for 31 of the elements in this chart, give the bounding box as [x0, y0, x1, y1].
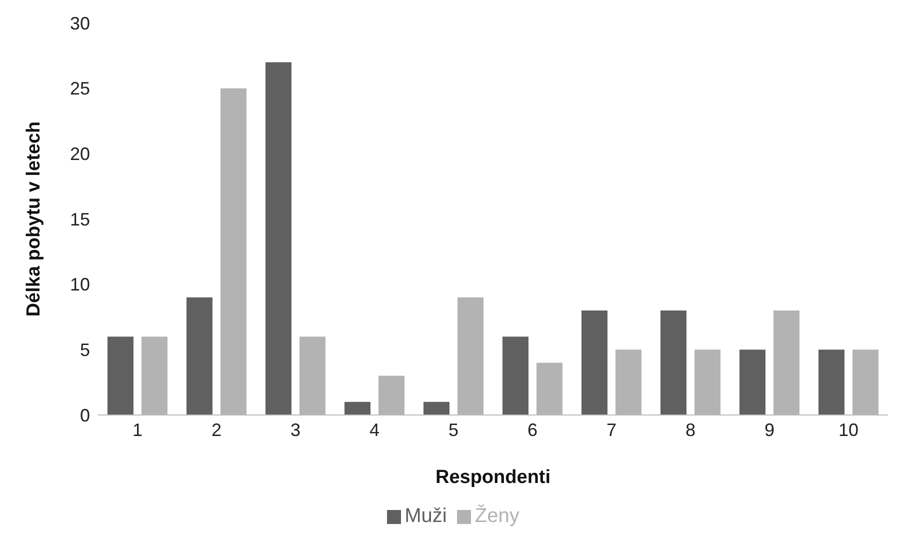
y-tick-label: 10	[70, 274, 90, 295]
bar	[660, 310, 686, 415]
y-axis-title: Délka pobytu v letech	[24, 121, 45, 317]
x-tick-label: 6	[527, 420, 538, 440]
legend-label: Muži	[404, 505, 447, 527]
y-tick-label: 0	[80, 405, 90, 426]
x-tick-label: 5	[448, 420, 459, 440]
x-tick-label: 3	[290, 420, 301, 440]
x-tick-label: 10	[838, 420, 859, 440]
bar	[581, 310, 608, 415]
x-tick-label: 9	[764, 420, 775, 440]
bar	[344, 402, 370, 415]
bar	[107, 336, 134, 415]
x-tick-label: 4	[369, 420, 380, 440]
bar	[502, 336, 528, 415]
y-tick-label: 15	[70, 209, 90, 230]
bar	[423, 402, 450, 415]
x-axis-title: Respondenti	[435, 467, 551, 488]
bar	[818, 350, 844, 415]
x-tick-label: 1	[132, 420, 143, 440]
x-tick-label: 2	[211, 420, 222, 440]
y-tick-label: 5	[80, 340, 90, 360]
bar	[739, 350, 766, 415]
x-tick-label: 7	[606, 420, 617, 440]
bar	[186, 297, 212, 415]
y-tick-label: 30	[70, 13, 90, 34]
x-tick-label: 8	[685, 420, 696, 440]
legend-label: Ženy	[474, 505, 520, 527]
bar	[265, 62, 292, 415]
y-tick-label: 25	[70, 78, 90, 99]
y-tick-label: 20	[70, 144, 90, 164]
